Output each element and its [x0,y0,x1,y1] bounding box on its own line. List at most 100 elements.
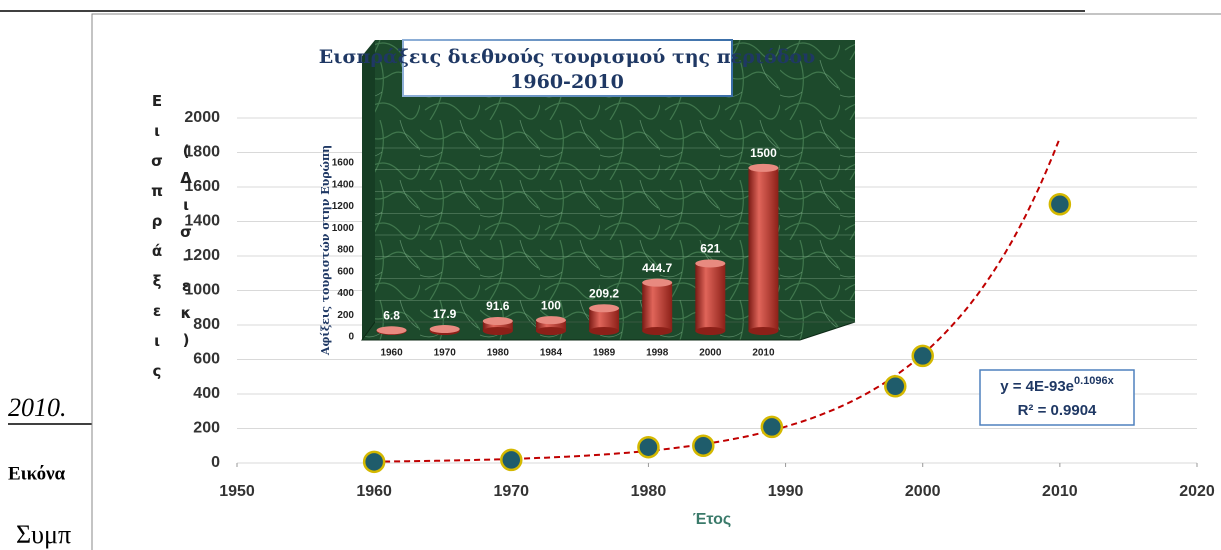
bar-top [695,259,726,268]
data-point [884,375,907,398]
x-tick-label: 1970 [434,348,457,359]
trendline [374,137,1061,463]
data-point [637,435,660,459]
y-tick-label: 0 [348,332,354,343]
x-tick-label: 2020 [1179,483,1215,500]
y-tick-label: 600 [337,266,354,277]
bar [748,163,779,335]
data-label: 1500 [750,146,777,160]
y-tick-label: 1600 [184,178,220,195]
y-tick-label: 1200 [184,247,220,264]
overlay: Εισπράξεις διεθνούς τουρισμού της περιόδ… [319,39,1135,426]
data-label: 17.9 [433,307,457,321]
y-axis-label: (Δισ-εκ) [177,142,195,358]
bar-base [589,327,620,335]
trendline-box [979,369,1135,426]
equation-exponent: 0.1096x [1074,375,1115,387]
x-tick-label: 1989 [593,348,616,359]
bar [642,278,673,335]
bar-top [589,304,620,313]
x-tick-label: 1998 [646,348,669,359]
doc-text: 2010. [8,393,67,422]
bar-top [748,163,779,172]
bar-base [642,327,673,335]
x-tick-label: 1970 [493,483,529,500]
x-tick-label: 1980 [487,348,510,359]
bar-body [695,263,726,331]
inset-side-wall [362,40,375,340]
bar-base [748,327,779,335]
bar [429,325,460,335]
data-label: 209.2 [589,286,619,300]
x-tick-label: 1990 [768,483,804,500]
x-axis-label: Έτος [693,511,731,528]
y-tick-label: 400 [193,385,220,402]
bar-top [429,325,460,334]
data-point [692,434,715,457]
bar-base [535,327,566,335]
y-tick-label: 1400 [332,179,355,190]
y-tick-label: 200 [193,420,220,437]
x-tick-label: 2000 [905,483,941,500]
bar-base [695,327,726,335]
data-point [1048,193,1072,216]
bar-body [535,320,566,331]
data-label: 91.6 [486,299,510,313]
y-tick-label: 600 [193,351,220,368]
y-tick-label: 1200 [332,201,355,212]
data-point [760,415,784,439]
y-tick-label: 2000 [184,109,220,126]
chart-title: Εισπράξεις διεθνούς τουρισμού της περιόδ… [319,46,815,68]
data-point [362,450,386,474]
doc-text: Εικόνα [8,463,66,484]
data-label: 100 [541,298,561,312]
y-tick-label: 1000 [184,282,220,299]
y-tick-label: 1000 [332,223,355,234]
y-tick-label: 1800 [184,144,220,161]
y-tick-label: 400 [337,288,354,299]
y-tick-label: 800 [193,316,220,333]
title-box [402,39,733,97]
bar-top [376,326,407,335]
bar [589,304,620,335]
y-tick-label: 800 [337,245,354,256]
data-point [911,344,934,368]
x-tick-label: 1960 [380,348,403,359]
bar [535,316,566,335]
y-tick-label: 1600 [332,158,355,169]
equation-base: y = 4E-93e [1000,378,1074,395]
x-tick-label: 2010 [752,348,775,359]
bar-top [482,317,513,326]
bar-base [482,327,513,335]
x-tick-label: 1950 [219,483,255,500]
bar [695,259,726,335]
chart-title: 1960-2010 [510,71,624,93]
bar-body [482,321,513,331]
x-tick-label: 2010 [1042,483,1078,500]
data-label: 444.7 [642,261,672,275]
trendline-equation: y = 4E-93e0.1096x [1000,375,1114,395]
x-tick-label: 1960 [356,483,392,500]
x-tick-label: 1980 [631,483,667,500]
data-point [500,448,523,472]
doc-text: Συμπ [16,520,71,549]
r-squared: R² = 0.9904 [1018,402,1097,419]
bar [482,317,513,335]
data-label: 6.8 [383,308,400,322]
bar-top [535,316,566,325]
bar-body [589,308,620,331]
bar-body [748,167,779,331]
y-tick-label: 200 [337,310,354,321]
bar [376,326,407,335]
x-tick-label: 1984 [540,348,563,359]
bar-body [642,282,673,331]
y-axis-label: Εισπράξεις [148,92,166,392]
data-label: 621 [700,242,720,256]
y-tick-label: 1400 [184,213,220,230]
bar-top [642,278,673,287]
y-axis-label: Αφίξεις τουριστών στην Ευρώπη [319,145,332,356]
x-tick-label: 2000 [699,348,722,359]
y-tick-label: 0 [211,454,220,471]
